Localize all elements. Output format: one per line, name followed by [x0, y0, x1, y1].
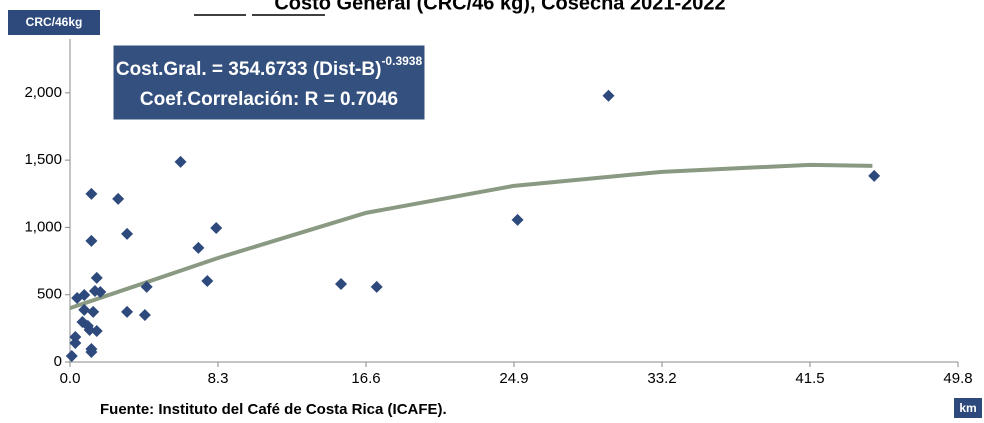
point	[192, 241, 205, 254]
point	[210, 221, 223, 234]
point	[511, 213, 524, 226]
point	[138, 309, 151, 322]
point	[81, 319, 94, 332]
point	[85, 187, 98, 200]
annotation-box	[112, 44, 426, 121]
point	[201, 274, 214, 287]
y-tick-label: 1,000	[24, 218, 62, 235]
point	[94, 286, 107, 299]
point	[90, 271, 103, 284]
x-label-box	[954, 398, 982, 418]
point	[78, 303, 91, 316]
equation-exponent: -0.3938	[381, 54, 422, 68]
point	[140, 280, 153, 293]
y-tick-label: 2,000	[24, 84, 62, 101]
point	[90, 325, 103, 338]
point	[65, 349, 78, 362]
x-tick-label: 24.9	[499, 370, 528, 387]
correlation: Coef.Correlación: R = 0.7046	[140, 89, 398, 110]
point	[335, 277, 348, 290]
y-tick-label: 0	[54, 353, 62, 370]
equation: Cost.Gral. = 354.6733 (Dist-B)-0.3938	[116, 54, 423, 80]
x-tick-label: 0.0	[60, 370, 81, 387]
point	[602, 89, 615, 102]
equation-text: Cost.Gral. = 354.6733 (Dist-B)	[116, 59, 382, 80]
trend-line	[69, 162, 873, 311]
point	[85, 234, 98, 247]
source: Fuente: Instituto del Café de Costa Rica…	[100, 401, 447, 418]
point	[370, 280, 383, 293]
point	[87, 305, 100, 318]
y-label-box	[8, 10, 100, 35]
x-tick-label: 41.5	[795, 370, 824, 387]
point	[69, 330, 82, 343]
point	[868, 169, 881, 182]
point	[112, 192, 125, 205]
x-tick-label: 16.6	[351, 370, 380, 387]
point	[121, 227, 134, 240]
y-tick-label: 500	[37, 286, 62, 303]
x-tick-label: 33.2	[647, 370, 676, 387]
point	[69, 337, 82, 350]
point	[121, 305, 134, 318]
y-tick-label: 1,500	[24, 151, 62, 168]
chart-title: Costo General (CRC/46 kg), Cosecha 2021-…	[274, 0, 725, 14]
x-axis-label: km	[959, 401, 976, 415]
x-tick-label: 49.8	[943, 370, 972, 387]
y-axis-label: CRC/46kg	[26, 15, 83, 29]
point	[174, 155, 187, 168]
point	[78, 288, 91, 301]
x-tick-label: 8.3	[208, 370, 229, 387]
point	[85, 342, 98, 355]
